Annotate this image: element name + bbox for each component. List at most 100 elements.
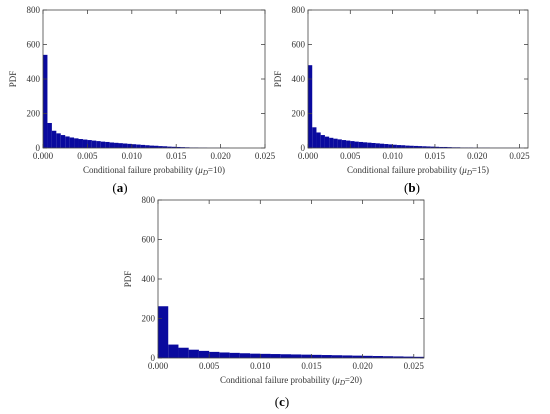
histogram-bar	[413, 356, 424, 358]
histogram-bar	[316, 132, 321, 148]
histogram-bar	[198, 350, 210, 358]
histogram-bar	[384, 144, 389, 148]
x-axis-title: Conditional failure probability (μD=20)	[220, 375, 362, 387]
histogram-bar	[301, 354, 312, 358]
histogram-bar	[78, 139, 83, 148]
histogram-bar	[131, 144, 137, 148]
x-tick-label: 0.020	[467, 151, 488, 161]
histogram-bar	[96, 141, 101, 148]
histogram-bar	[280, 354, 291, 358]
histogram-bar	[388, 144, 393, 148]
chart-panel-b: 0.000 0.005 0.010 0.015 0.020 0.025 0 200 400 600…	[273, 5, 530, 195]
y-tick-label: 200	[292, 109, 306, 119]
histogram-bar	[229, 352, 240, 358]
histogram-bar	[439, 146, 444, 148]
histogram-bar	[434, 146, 440, 148]
panel-label-b: (b)	[404, 180, 420, 195]
histogram-bar	[418, 146, 423, 148]
histogram-bar	[291, 354, 302, 358]
histogram-bar	[331, 355, 343, 358]
x-axis-title: Conditional failure probability (μD=10)	[83, 165, 225, 177]
histogram-bar	[312, 127, 317, 148]
chart-panel-a: 0.000 0.005 0.010 0.015 0.020 0.025 0 200 400 600…	[8, 5, 276, 195]
y-tick-label: 0	[301, 143, 306, 153]
histogram-bar	[443, 146, 448, 148]
histogram-bar	[219, 352, 230, 358]
histogram-bar	[188, 349, 199, 358]
histogram-bar	[372, 356, 384, 358]
histogram-bar	[430, 146, 435, 148]
histogram-bar	[82, 139, 88, 148]
histogram-bar	[118, 143, 123, 148]
histogram-bar	[393, 356, 404, 358]
chart-panel-c: 0.000 0.005 0.010 0.015 0.020 0.025 0 200 400 600…	[123, 195, 425, 409]
x-tick-label: 0.010	[382, 151, 403, 161]
histogram-bar	[158, 146, 163, 148]
histogram-bar	[383, 356, 394, 358]
histogram-bar	[358, 141, 363, 148]
x-tick-label: 0.005	[340, 151, 361, 161]
histogram-bar	[60, 135, 66, 148]
histogram-bar	[447, 147, 452, 148]
histogram-bar	[154, 145, 159, 148]
y-tick-label: 200	[27, 109, 41, 119]
histogram-bar	[168, 344, 179, 358]
plot-frame	[307, 9, 529, 149]
plot-frame	[157, 199, 425, 359]
y-tick-label: 800	[142, 195, 156, 205]
histogram-bar	[308, 65, 313, 148]
y-tick-label: 800	[27, 5, 41, 15]
histogram-bar	[127, 143, 132, 148]
histogram-bar	[320, 135, 325, 148]
panel-label-c: (c)	[275, 394, 289, 409]
y-tick-label: 400	[142, 274, 156, 284]
y-tick-label: 400	[27, 74, 41, 84]
histogram-bar	[209, 351, 220, 358]
y-tick-label: 600	[142, 235, 156, 245]
histogram-bar	[136, 144, 141, 148]
histogram-bar	[109, 142, 115, 148]
histogram-bar	[105, 141, 110, 148]
histogram-bar	[346, 140, 351, 148]
y-tick-label: 400	[292, 74, 306, 84]
histogram-bar	[403, 356, 414, 358]
histogram-bar	[333, 138, 338, 148]
histogram-bar	[162, 146, 168, 148]
histogram-bar	[392, 144, 397, 148]
histogram-bar	[321, 355, 332, 358]
histogram-bar	[375, 143, 380, 148]
histogram-bar	[401, 145, 406, 148]
histogram-bar	[114, 142, 119, 148]
histogram-bar	[362, 355, 373, 358]
histogram-bar	[149, 145, 154, 148]
panel-label-a: (a)	[112, 180, 127, 195]
histogram-bar	[69, 137, 75, 148]
histogram-bar	[43, 54, 48, 148]
x-tick-label: 0.000	[298, 151, 319, 161]
histogram-bar	[91, 140, 97, 148]
x-tick-label: 0.005	[77, 151, 98, 161]
x-tick-label: 0.000	[33, 151, 54, 161]
histogram-bar	[260, 353, 271, 358]
histogram-bar	[371, 143, 376, 148]
x-tick-label: 0.005	[199, 361, 220, 371]
plot-frame	[42, 9, 266, 149]
histogram-bar	[270, 354, 281, 358]
histogram-bar	[367, 142, 372, 148]
histogram-bar	[337, 139, 342, 149]
y-tick-label: 600	[292, 40, 306, 50]
y-axis-title: PDF	[123, 271, 133, 288]
histogram-bar	[171, 146, 177, 148]
histogram-bars-b	[308, 65, 528, 149]
histogram-bar	[176, 146, 181, 148]
histogram-bar	[409, 145, 414, 148]
histogram-bar	[396, 145, 402, 148]
histogram-bar	[354, 141, 359, 148]
histogram-bar	[180, 147, 186, 148]
histogram-bar	[158, 306, 169, 358]
x-tick-label: 0.010	[122, 151, 143, 161]
histogram-bar	[74, 138, 79, 148]
y-axis-title: PDF	[8, 71, 18, 88]
histogram-bar	[342, 355, 353, 358]
